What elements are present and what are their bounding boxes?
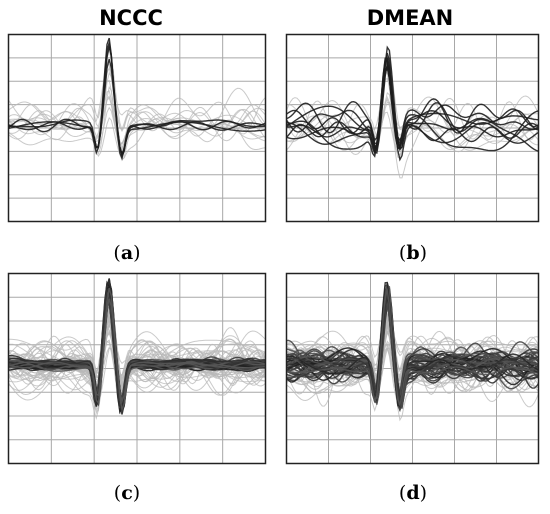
highlighted-trace: [8, 42, 266, 157]
highlighted-trace: [8, 37, 266, 161]
plot-frame: [285, 272, 540, 465]
highlighted-trace: [286, 295, 539, 401]
highlighted-traces: [8, 37, 266, 161]
chart-panel-b: [285, 33, 540, 223]
chart-panel-d: [285, 272, 540, 465]
highlighted-traces: [285, 281, 540, 413]
highlighted-trace: [8, 46, 266, 159]
panel-label-a: (a): [113, 242, 141, 264]
background-trace: [8, 106, 266, 149]
chart-panel-c: [7, 272, 267, 465]
highlighted-trace: [286, 64, 539, 144]
highlighted-trace: [286, 302, 539, 405]
highlighted-trace: [286, 299, 539, 397]
background-trace: [286, 322, 539, 386]
highlighted-trace: [8, 294, 266, 407]
column-title-right: DMEAN: [366, 6, 454, 30]
highlighted-trace: [285, 52, 539, 162]
chart-panel-a: [7, 33, 267, 223]
background-trace: [8, 116, 266, 160]
panel-label-c-letter: c: [121, 482, 133, 504]
highlighted-trace: [286, 292, 539, 402]
highlighted-trace: [286, 292, 539, 402]
highlighted-trace: [286, 45, 539, 153]
highlighted-traces: [285, 45, 539, 162]
background-trace: [8, 314, 266, 396]
highlighted-trace: [286, 287, 539, 408]
background-trace: [8, 90, 266, 145]
highlighted-trace: [286, 57, 539, 149]
plot-frame: [285, 33, 540, 223]
background-trace: [8, 47, 266, 150]
plot-frame: [7, 272, 267, 465]
panel-label-b-letter: b: [406, 242, 420, 264]
panel-label-d: (d): [398, 482, 428, 504]
highlighted-trace: [286, 65, 539, 152]
highlighted-trace: [286, 302, 539, 399]
panel-label-c: (c): [113, 482, 141, 504]
highlighted-trace: [286, 59, 539, 158]
panel-label-a-letter: a: [120, 242, 134, 264]
column-title-left: NCCC: [99, 6, 163, 30]
highlighted-trace: [286, 302, 539, 413]
plot-frame: [7, 33, 267, 223]
highlighted-traces: [8, 278, 266, 415]
highlighted-trace: [286, 295, 539, 409]
panel-label-d-letter: d: [406, 482, 420, 504]
highlighted-trace: [8, 298, 266, 404]
background-trace: [8, 71, 266, 146]
highlighted-trace: [286, 57, 539, 156]
background-trace: [8, 95, 266, 149]
highlighted-trace: [8, 287, 266, 413]
panel-label-b: (b): [398, 242, 428, 264]
background-trace: [8, 288, 266, 395]
